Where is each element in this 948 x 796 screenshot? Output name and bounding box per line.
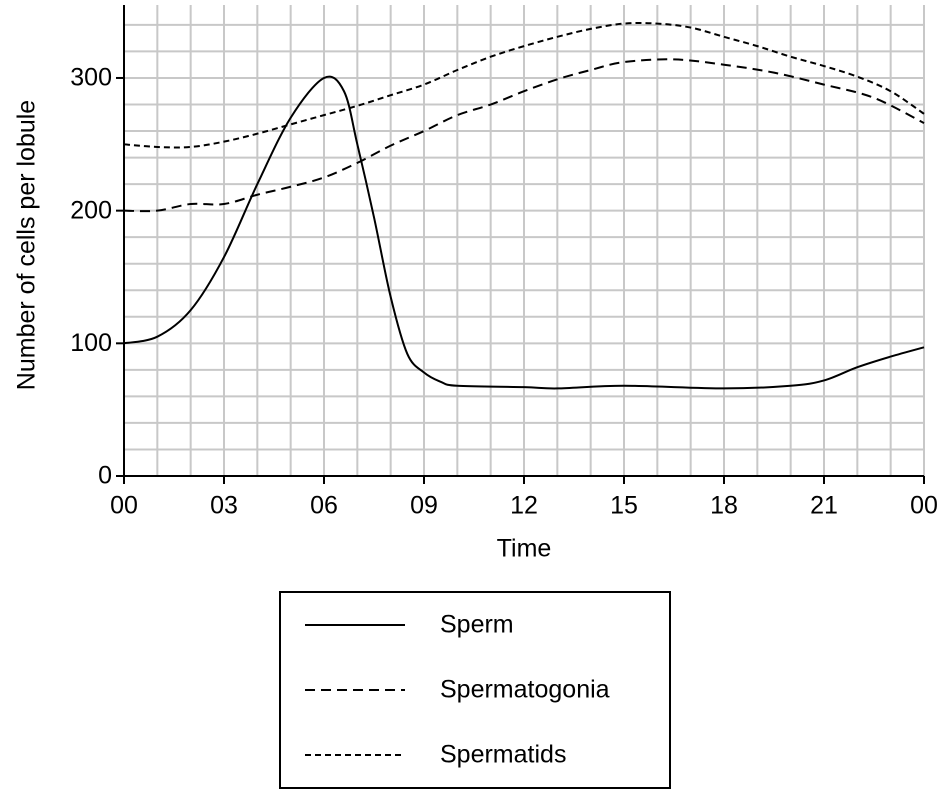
series-line [123, 21, 925, 149]
x-tick-label: 18 [710, 492, 738, 520]
y-tick-label: 100 [70, 329, 112, 357]
x-tick-label: 03 [210, 492, 238, 520]
x-axis-title: Time [497, 535, 552, 563]
legend-label: Sperm [440, 611, 514, 639]
legend-label: Spermatogonia [440, 676, 610, 704]
x-tick-label: 06 [310, 492, 338, 520]
x-tick-label: 12 [510, 492, 538, 520]
x-tick-label: 15 [610, 492, 638, 520]
x-tick-label: 09 [410, 492, 438, 520]
y-tick-label: 300 [70, 64, 112, 92]
y-tick-label: 200 [70, 196, 112, 224]
legend-label: Spermatids [440, 741, 566, 769]
x-tick-label: 00 [110, 492, 138, 520]
legend-box [279, 591, 671, 789]
y-axis-title: Number of cells per lobule [13, 100, 41, 390]
x-tick-label: 00 [910, 492, 938, 520]
y-tick-label: 0 [98, 462, 112, 490]
series-line [123, 58, 925, 213]
x-tick-label: 21 [810, 492, 838, 520]
series-line [123, 75, 925, 390]
